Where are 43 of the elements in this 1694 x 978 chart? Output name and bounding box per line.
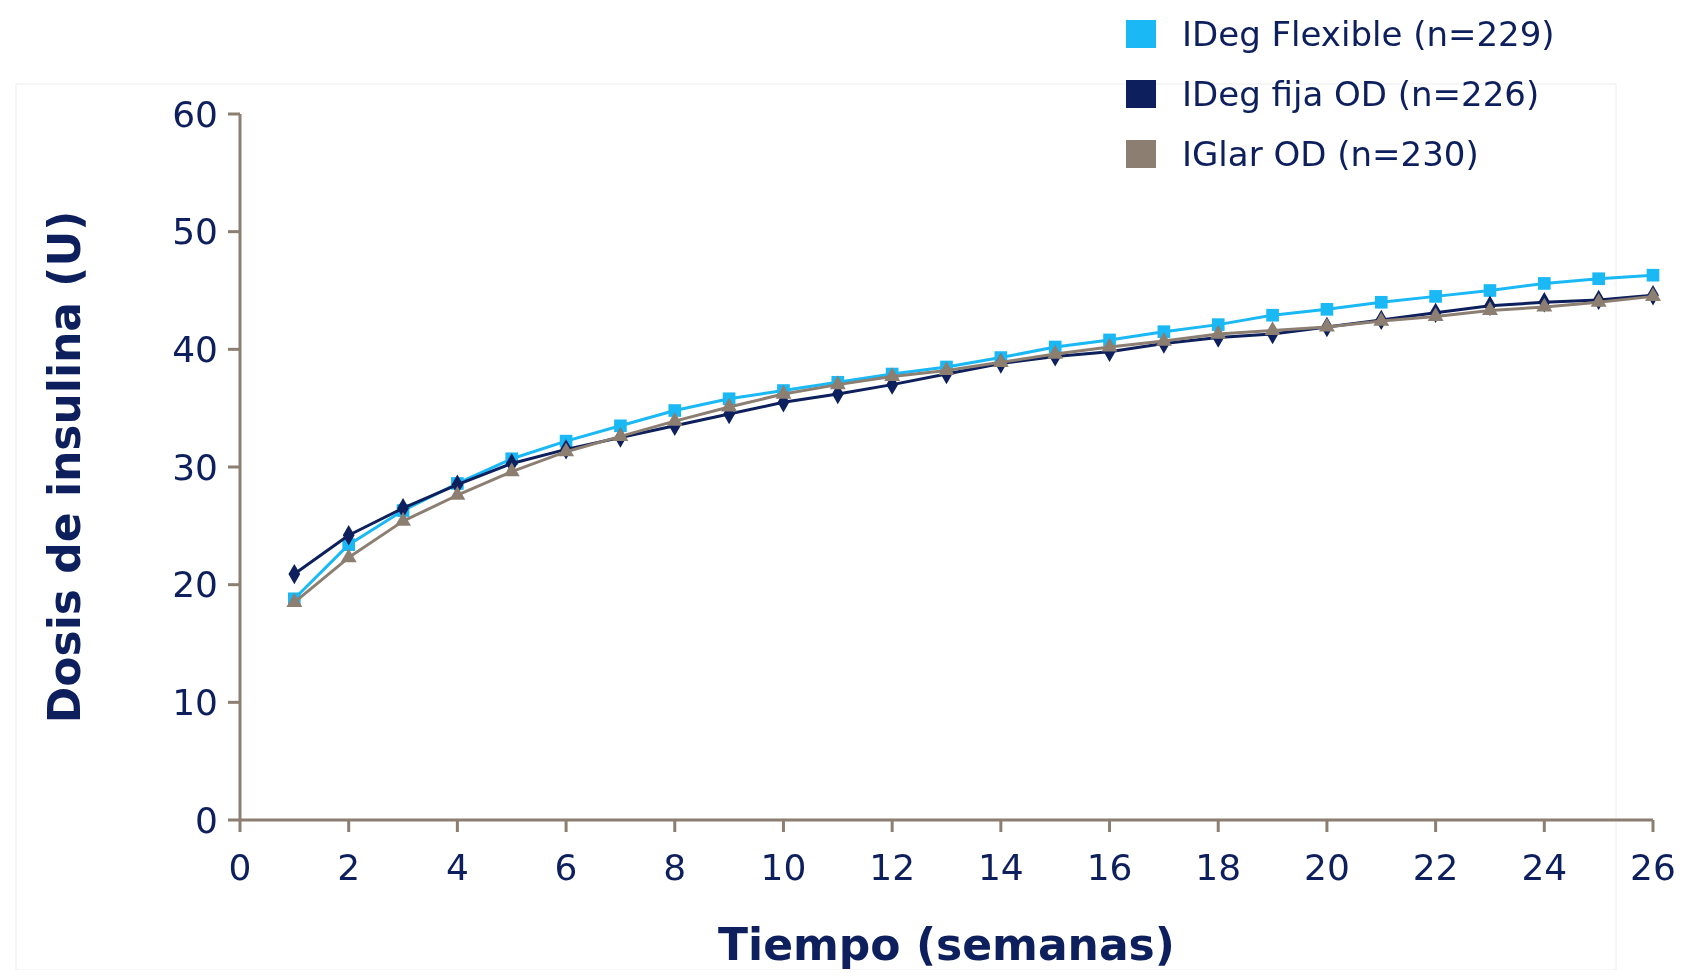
x-tick-label: 8 (663, 847, 687, 888)
y-axis-title: Dosis de insulina (U) (39, 210, 90, 724)
x-tick-label: 26 (1630, 847, 1676, 888)
point (1483, 284, 1497, 297)
x-tick-label: 18 (1195, 847, 1242, 888)
y-tick-label: 50 (172, 211, 218, 253)
point (395, 511, 412, 526)
y-tick-label: 30 (172, 446, 218, 488)
point (1266, 308, 1279, 322)
legend-label: IDeg Flexible (n=229) (1182, 13, 1555, 54)
x-tick-label: 2 (337, 847, 361, 888)
x-tick-label: 20 (1304, 847, 1350, 888)
point (1320, 303, 1334, 316)
point (1374, 295, 1388, 309)
point (614, 419, 627, 433)
point (503, 462, 520, 477)
x-tick-label: 12 (869, 847, 916, 888)
point (1264, 321, 1281, 336)
y-tick-label: 60 (172, 93, 218, 135)
x-tick-label: 24 (1521, 847, 1568, 888)
point (1481, 301, 1498, 316)
point (1646, 268, 1660, 282)
y-tick-label: 0 (195, 799, 218, 841)
point (340, 548, 357, 563)
point (1537, 277, 1551, 290)
point (1592, 272, 1605, 286)
x-tick-label: 14 (977, 847, 1024, 888)
point (1429, 290, 1442, 303)
y-tick-label: 20 (172, 564, 218, 606)
y-tick-label: 40 (172, 328, 218, 370)
legend-label: IDeg fija OD (n=226) (1182, 73, 1540, 114)
point (449, 486, 466, 500)
x-tick-label: 16 (1086, 847, 1133, 888)
x-tick-label: 6 (554, 847, 578, 888)
x-axis-title: Tiempo (semanas) (718, 919, 1175, 970)
x-tick-label: 4 (445, 847, 469, 888)
x-tick-label: 0 (228, 847, 252, 888)
x-tick-label: 22 (1412, 847, 1459, 888)
legend-label: IGlar OD (n=230) (1182, 133, 1479, 174)
y-tick-label: 10 (172, 681, 218, 723)
point (612, 427, 629, 442)
point (668, 404, 682, 417)
x-tick-label: 10 (760, 847, 807, 888)
